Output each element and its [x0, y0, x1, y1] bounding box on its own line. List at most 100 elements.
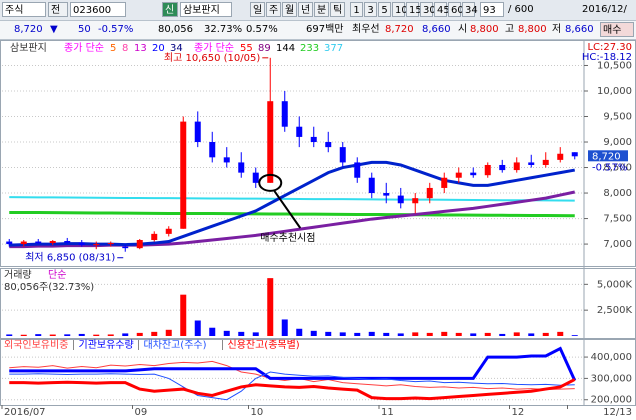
low-annotation: 최저 6,850 (08/31)	[25, 252, 115, 264]
panel	[0, 40, 636, 267]
volume-bar	[35, 334, 42, 336]
volume-bar	[528, 333, 535, 336]
candle-body	[107, 243, 114, 245]
y-tick-label: 8,000	[603, 188, 632, 199]
candle-body	[571, 152, 578, 157]
candle-body	[470, 172, 477, 176]
candle-body	[20, 241, 27, 245]
candle-body	[354, 162, 361, 178]
y-tick-label: 9,500	[603, 112, 632, 123]
candle-body	[296, 126, 303, 137]
period-button[interactable]: 틱	[330, 2, 345, 17]
candle-body	[165, 228, 172, 234]
candle-body	[238, 162, 245, 173]
ma-period: 13	[134, 43, 147, 54]
volume-bar	[310, 330, 317, 336]
period-button[interactable]: 년	[298, 2, 313, 17]
candle-body	[441, 177, 448, 188]
volume-bar	[499, 333, 506, 336]
candle-body	[310, 136, 317, 143]
minute-button[interactable]: 45	[434, 2, 450, 17]
ma-period: 377	[324, 43, 343, 54]
turnover: 0.57%	[246, 24, 278, 35]
candle-body	[499, 164, 506, 171]
volume-bar	[78, 333, 85, 336]
y-tick-label: 200,000	[591, 395, 632, 406]
y-tick-label: 5,000K	[597, 279, 633, 290]
minute-button[interactable]: 34	[462, 2, 478, 17]
volume-bar	[64, 334, 71, 336]
x-tick-label: 12/13	[603, 407, 632, 418]
minute-button[interactable]: 1	[350, 2, 363, 17]
candle-body	[542, 159, 549, 165]
candle-body	[281, 101, 288, 127]
ma-period: 34	[170, 43, 183, 54]
candle-body	[455, 172, 462, 178]
mode-select[interactable]: 전	[48, 2, 68, 17]
code-input[interactable]: 023600	[70, 2, 126, 17]
volume-bar	[180, 294, 187, 336]
quote-bar: 8,720 ▼ 50 -0.57% 80,056 32.73% 0.57% 69…	[0, 21, 636, 40]
y-tick-label: 7,500	[603, 214, 632, 225]
x-tick-label: 12	[512, 407, 525, 418]
candle-body	[252, 172, 259, 183]
volume-bar	[252, 332, 259, 336]
volume-bar	[281, 319, 288, 336]
count-input[interactable]: 93	[480, 2, 504, 17]
candle-body	[484, 164, 491, 176]
volume-bar	[455, 332, 462, 336]
series-line	[9, 378, 576, 401]
minute-button[interactable]: 3	[364, 2, 377, 17]
ma-period: 5	[110, 43, 116, 54]
volume-bar	[49, 334, 56, 336]
minute-button[interactable]: 10	[392, 2, 408, 17]
series-line	[9, 210, 575, 218]
volume-bar	[6, 334, 13, 336]
period-button[interactable]: 월	[282, 2, 297, 17]
legend-entry: 신용잔고(종목별)	[228, 339, 300, 351]
low: 8,660	[565, 24, 594, 35]
period-button[interactable]: 주	[266, 2, 281, 17]
volume-bar	[194, 320, 201, 336]
buy-button[interactable]: 매수	[600, 22, 634, 37]
minute-button[interactable]: 5	[378, 2, 391, 17]
stock-name: 삼보판지	[180, 2, 232, 17]
price: 8,720	[14, 24, 43, 35]
ma-period: 20	[152, 43, 165, 54]
period-button[interactable]: 분	[314, 2, 329, 17]
ma-period: 55	[240, 43, 253, 54]
high-label: 고	[505, 24, 515, 35]
volume-bar	[267, 278, 274, 336]
volume-bar	[223, 330, 230, 336]
volume-bar	[325, 331, 332, 336]
panel	[0, 268, 636, 339]
candle-body	[383, 193, 390, 196]
minute-button[interactable]: 15	[406, 2, 422, 17]
amount: 697백만	[306, 24, 344, 35]
series-line	[9, 360, 575, 390]
hc-label: HC:-18.12	[582, 52, 632, 63]
y-tick-label: 300,000	[591, 373, 632, 384]
period-button[interactable]: 일	[250, 2, 265, 17]
volume-bar	[513, 332, 520, 336]
change: 50	[78, 24, 91, 35]
minute-button[interactable]: 30	[420, 2, 436, 17]
minute-button[interactable]: 60	[448, 2, 464, 17]
arrow: ▼	[50, 24, 58, 35]
volume: 80,056	[158, 24, 193, 35]
panel-title: 삼보판지	[10, 42, 47, 54]
date: 2016/12/	[582, 4, 627, 15]
series-line	[9, 160, 576, 247]
candle-body	[426, 187, 433, 199]
market-select[interactable]: 주식	[2, 2, 46, 17]
volume-bar	[354, 332, 361, 336]
best-label: 최우선	[352, 24, 380, 35]
panel-title: 단순	[48, 269, 66, 281]
legend-entry: 외국인보유비중	[4, 339, 68, 351]
chart: 7,000 7,500 8,000 8,500 9,000 9,500 10,000 10,5…	[0, 40, 636, 418]
y-tick-label: 400,000	[591, 352, 632, 363]
ma-period: 233	[300, 43, 319, 54]
x-tick-label: 10	[251, 407, 264, 418]
ma-period: 144	[276, 43, 295, 54]
